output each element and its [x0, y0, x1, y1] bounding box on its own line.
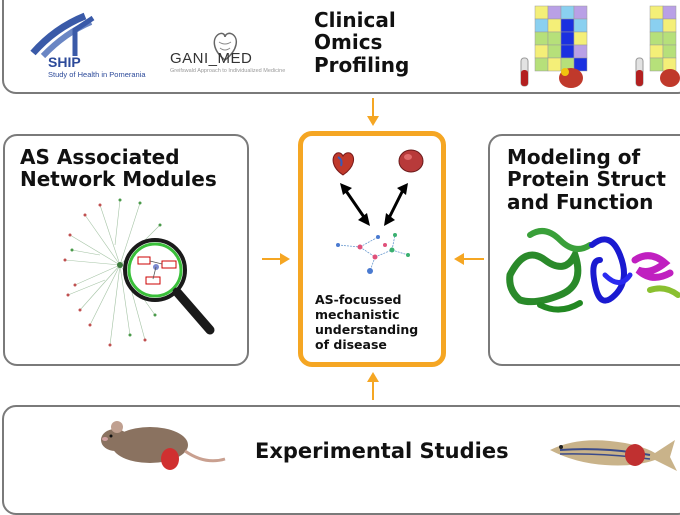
arrow-up-bottom-icon — [367, 372, 379, 400]
network-graph-icon — [63, 198, 215, 347]
mechanistic-caption-line-3: understanding — [315, 322, 419, 337]
ganimed-heart-icon — [213, 32, 238, 61]
mechanistic-caption: AS-focussed mechanistic understanding of… — [315, 292, 418, 352]
heart-icon — [332, 152, 355, 176]
omics-heatmap-icon-2 — [635, 5, 680, 87]
ship-caption: Study of Health in Pomerania — [48, 70, 146, 79]
protein-modeling-title: Modeling of Protein Struct and Function — [507, 145, 666, 214]
molecular-network-icon — [336, 233, 410, 274]
protein-modeling-title-line-2: Protein Struct — [507, 167, 666, 192]
network-modules-title-line-2: Network Modules — [20, 167, 217, 192]
clinical-omics-title-line-2: Omics — [314, 30, 383, 55]
protein-structure-icon — [506, 228, 680, 313]
mechanistic-caption-line-1: AS-focussed — [315, 292, 402, 307]
bidirectional-arrows-icon — [340, 183, 408, 226]
arrow-right-left-icon — [262, 253, 290, 265]
clinical-omics-title: Clinical Omics Profiling — [314, 8, 410, 77]
ship-logo-text: SHIP — [48, 54, 81, 70]
ship-logo-icon — [30, 12, 95, 59]
network-modules-title: AS Associated Network Modules — [20, 146, 217, 191]
network-modules-title-line-1: AS Associated — [20, 145, 180, 169]
protein-modeling-title-line-1: Modeling of — [507, 145, 641, 169]
protein-modeling-title-line-3: and Function — [507, 189, 654, 214]
experimental-studies-title: Experimental Studies — [255, 439, 509, 463]
mechanistic-caption-line-4: of disease — [315, 337, 387, 352]
clinical-omics-title-line-3: Profiling — [314, 52, 410, 77]
omics-heatmap-icon — [520, 5, 588, 88]
organ-icon — [398, 149, 424, 173]
clinical-omics-title-line-1: Clinical — [314, 8, 396, 32]
arrow-down-top-icon — [367, 98, 379, 126]
mechanistic-understanding-box — [298, 131, 446, 367]
ganimed-caption: Greifswald Approach to Individualized Me… — [170, 68, 286, 74]
mouse-icon — [101, 421, 226, 470]
zebrafish-icon — [550, 440, 677, 471]
ganimed-logo-text: GANI_MED — [170, 50, 253, 67]
mechanistic-caption-line-2: mechanistic — [315, 307, 400, 322]
arrow-left-right-icon — [454, 253, 484, 265]
